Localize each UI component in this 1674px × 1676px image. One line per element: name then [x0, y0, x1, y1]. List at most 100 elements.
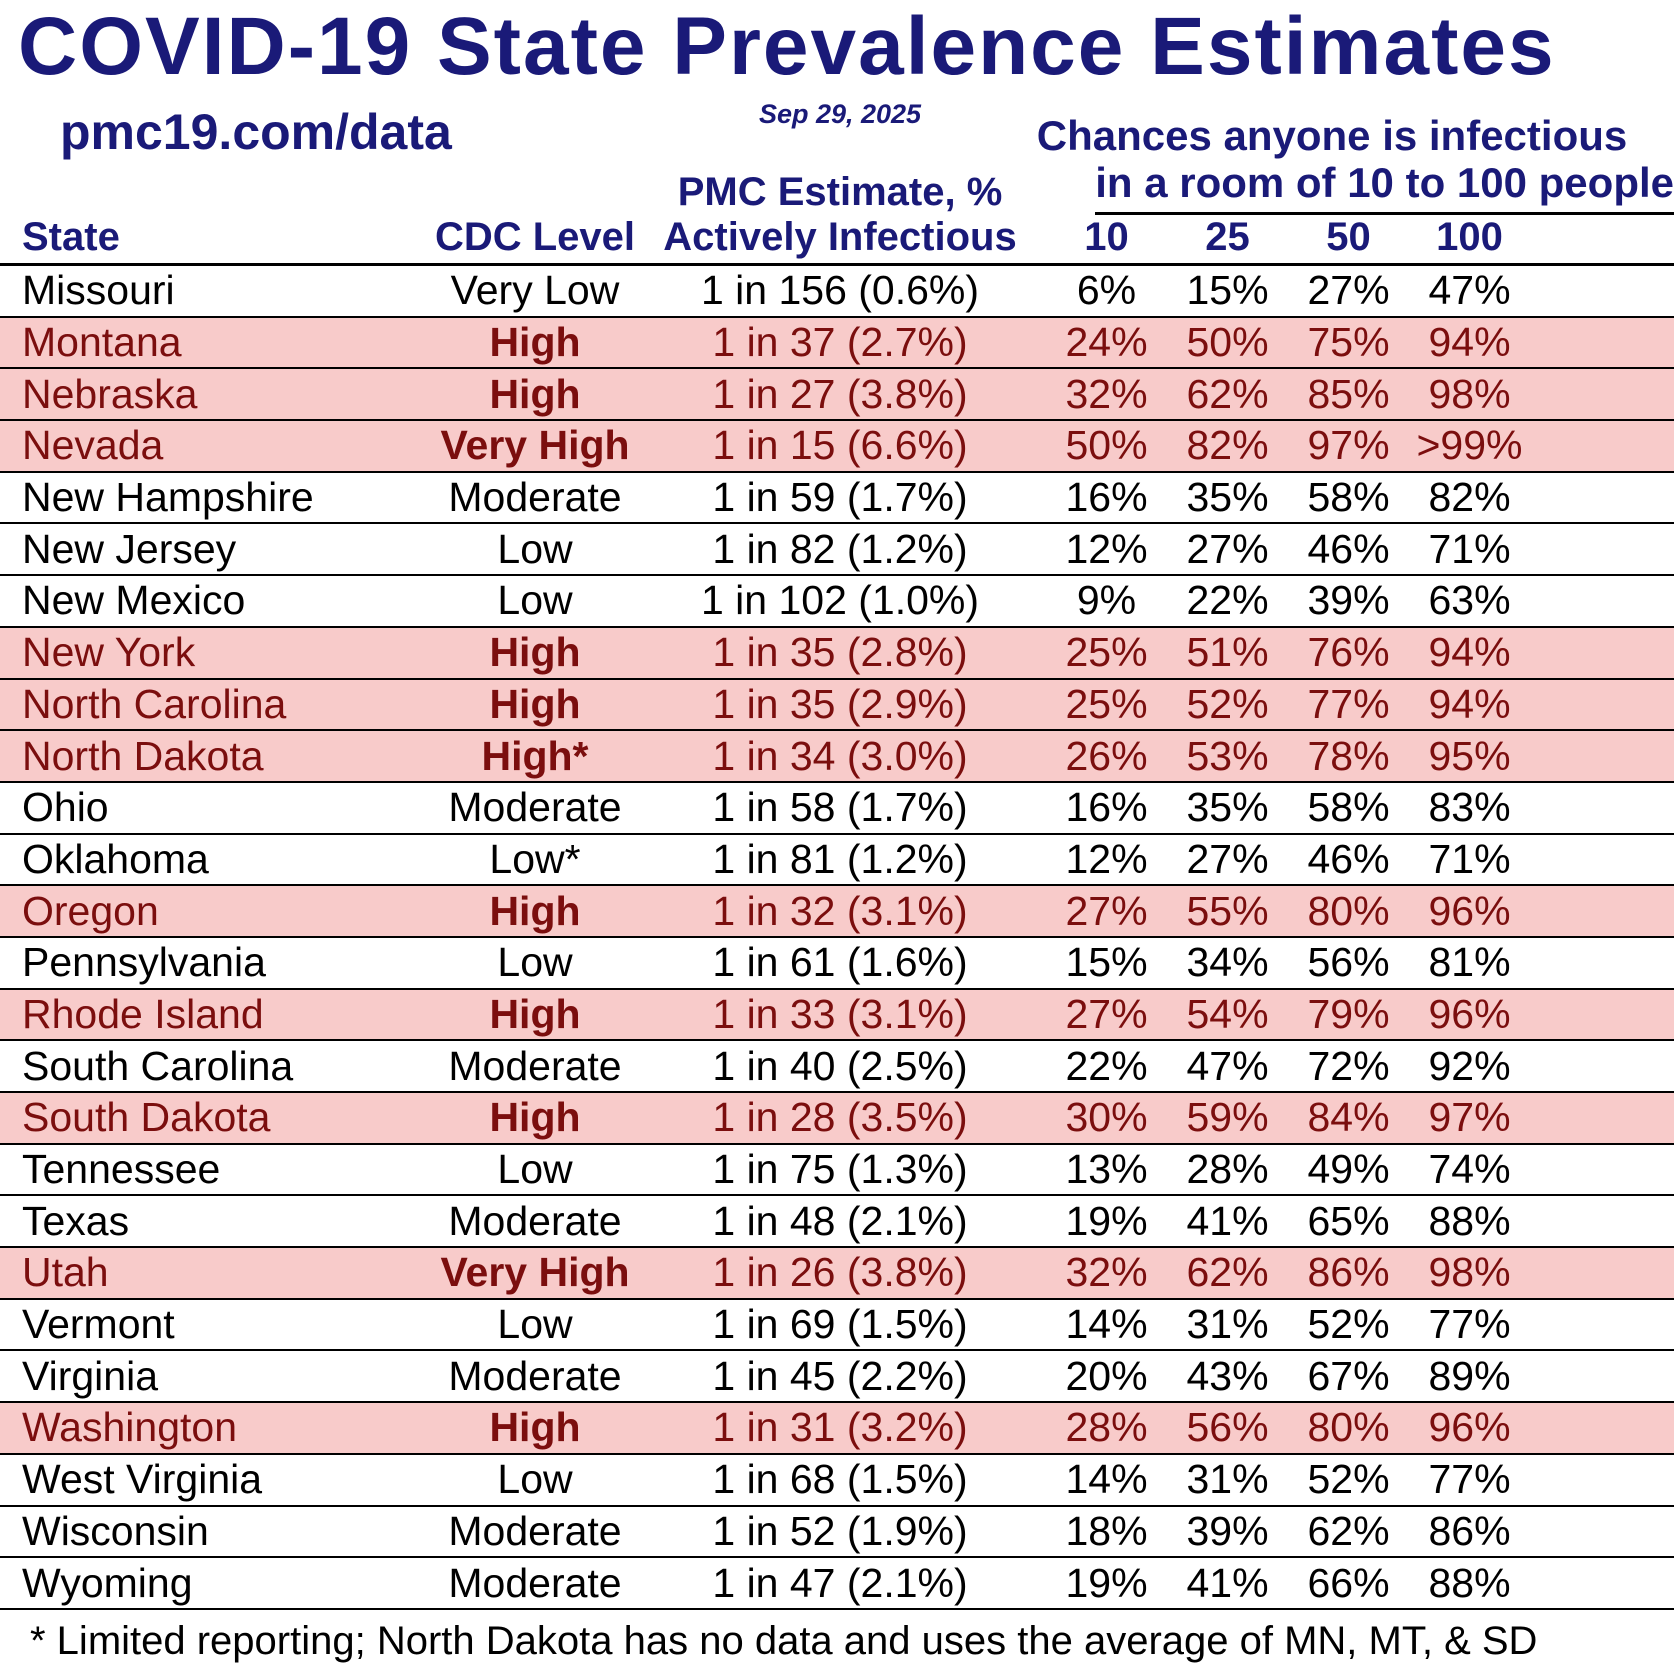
chance-cell: 6%	[1076, 267, 1137, 314]
state-name: Missouri	[22, 267, 175, 314]
chance-cell: 27%	[1065, 887, 1148, 934]
cdc-level: High	[489, 1094, 581, 1141]
pmc-estimate: 1 in 52 (1.9%)	[712, 1507, 968, 1554]
chance-cell: 96%	[1428, 1404, 1511, 1451]
cdc-level: Low*	[489, 835, 581, 882]
chance-cell: 51%	[1186, 629, 1269, 676]
chance-cell: 62%	[1307, 1507, 1390, 1554]
chance-cell: 79%	[1307, 990, 1390, 1037]
pmc-estimate: 1 in 35 (2.9%)	[712, 680, 968, 727]
subheader-row2: PMC Estimate, % in a room of 10 to 100 p…	[0, 158, 1674, 215]
chance-cell: >99%	[1416, 422, 1523, 469]
chance-cell: 98%	[1428, 370, 1511, 417]
chance-cell: 71%	[1428, 525, 1511, 572]
chance-cell: 77%	[1428, 1301, 1511, 1348]
state-name: Rhode Island	[22, 990, 264, 1037]
state-name: Pennsylvania	[22, 939, 266, 986]
table-row: New York High 1 in 35 (2.8%) 25% 51% 76%…	[0, 627, 1674, 680]
chance-cell: 43%	[1186, 1352, 1269, 1399]
chance-cell: 97%	[1428, 1094, 1511, 1141]
chance-cell: 47%	[1428, 267, 1511, 314]
table-row: Wyoming Moderate 1 in 47 (2.1%) 19% 41% …	[0, 1558, 1674, 1610]
chance-cell: 30%	[1065, 1094, 1148, 1141]
state-name: Nebraska	[22, 370, 198, 417]
chance-cell: 84%	[1307, 1094, 1390, 1141]
pmc-estimate: 1 in 32 (3.1%)	[712, 887, 968, 934]
table-row: Tennessee Low 1 in 75 (1.3%) 13% 28% 49%…	[0, 1145, 1674, 1197]
pmc-estimate: 1 in 75 (1.3%)	[712, 1146, 968, 1193]
chance-cell: 82%	[1428, 474, 1511, 521]
chance-cell: 15%	[1065, 939, 1148, 986]
pmc-estimate: 1 in 156 (0.6%)	[700, 267, 980, 314]
state-name: Nevada	[22, 422, 164, 469]
table-row: Nebraska High 1 in 27 (3.8%) 32% 62% 85%…	[0, 369, 1674, 422]
table-row: South Carolina Moderate 1 in 40 (2.5%) 2…	[0, 1041, 1674, 1093]
pmc-estimate: 1 in 35 (2.8%)	[712, 629, 968, 676]
chance-cell: 31%	[1186, 1301, 1269, 1348]
chance-cell: 65%	[1307, 1197, 1390, 1244]
state-name: Oregon	[22, 887, 159, 934]
chance-cell: 88%	[1428, 1559, 1511, 1606]
table-row: Vermont Low 1 in 69 (1.5%) 14% 31% 52% 7…	[0, 1300, 1674, 1352]
chance-cell: 88%	[1428, 1197, 1511, 1244]
chance-cell: 76%	[1307, 629, 1390, 676]
table-row: New Jersey Low 1 in 82 (1.2%) 12% 27% 46…	[0, 524, 1674, 577]
state-name: North Dakota	[22, 732, 264, 779]
table-row: North Dakota High* 1 in 34 (3.0%) 26% 53…	[0, 731, 1674, 783]
cdc-level: High	[489, 319, 581, 366]
state-name: South Carolina	[22, 1042, 294, 1089]
table-row: Virginia Moderate 1 in 45 (2.2%) 20% 43%…	[0, 1351, 1674, 1404]
state-name: Utah	[22, 1249, 109, 1296]
chance-cell: 34%	[1186, 939, 1269, 986]
chance-cell: 31%	[1186, 1456, 1269, 1503]
cdc-level: High*	[481, 732, 589, 779]
chance-cell: 35%	[1186, 784, 1269, 831]
table-row: West Virginia Low 1 in 68 (1.5%) 14% 31%…	[0, 1455, 1674, 1507]
pmc-estimate-heading: PMC Estimate, %	[677, 170, 1003, 214]
state-name: Texas	[22, 1197, 130, 1244]
pmc-estimate: 1 in 40 (2.5%)	[712, 1042, 968, 1089]
state-name: Wisconsin	[22, 1507, 209, 1554]
table-row: New Hampshire Moderate 1 in 59 (1.7%) 16…	[0, 473, 1674, 525]
chance-cell: 32%	[1065, 370, 1148, 417]
chance-cell: 28%	[1186, 1146, 1269, 1193]
pmc-estimate: 1 in 28 (3.5%)	[712, 1094, 968, 1141]
chance-cell: 41%	[1186, 1197, 1269, 1244]
chance-cell: 52%	[1307, 1301, 1390, 1348]
chance-cell: 78%	[1307, 732, 1390, 779]
chance-cell: 53%	[1186, 732, 1269, 779]
table-row: Oklahoma Low* 1 in 81 (1.2%) 12% 27% 46%…	[0, 835, 1674, 887]
pmc-estimate: 1 in 34 (3.0%)	[712, 732, 968, 779]
chance-cell: 74%	[1428, 1146, 1511, 1193]
pmc-estimate: 1 in 102 (1.0%)	[700, 577, 980, 624]
cdc-level: Very High	[440, 1249, 630, 1296]
cdc-level: High	[489, 1404, 581, 1451]
cdc-level: Very High	[440, 422, 630, 469]
chance-cell: 49%	[1307, 1146, 1390, 1193]
chance-cell: 83%	[1428, 784, 1511, 831]
cdc-level: Low	[497, 525, 573, 572]
column-header-room-50: 50	[1326, 215, 1371, 259]
chance-cell: 50%	[1186, 319, 1269, 366]
chance-cell: 27%	[1186, 525, 1269, 572]
chance-cell: 20%	[1065, 1352, 1148, 1399]
chance-cell: 9%	[1076, 577, 1137, 624]
chance-cell: 58%	[1307, 474, 1390, 521]
chance-cell: 22%	[1065, 1042, 1148, 1089]
pmc-estimate: 1 in 58 (1.7%)	[712, 784, 968, 831]
site-url-link[interactable]: pmc19.com/data	[60, 104, 452, 160]
report-date: Sep 29, 2025	[758, 99, 922, 129]
table-row: New Mexico Low 1 in 102 (1.0%) 9% 22% 39…	[0, 576, 1674, 628]
chance-cell: 47%	[1186, 1042, 1269, 1089]
subheader-row: pmc19.com/data Sep 29, 2025 Chances anyo…	[0, 92, 1674, 158]
pmc-estimate: 1 in 33 (3.1%)	[712, 990, 968, 1037]
cdc-level: Low	[497, 1146, 573, 1193]
chance-cell: 98%	[1428, 1249, 1511, 1296]
chance-cell: 28%	[1065, 1404, 1148, 1451]
column-header-row: State CDC Level Actively Infectious 10 2…	[0, 215, 1674, 266]
chance-cell: 14%	[1065, 1301, 1148, 1348]
chance-cell: 27%	[1186, 835, 1269, 882]
chance-cell: 56%	[1307, 939, 1390, 986]
page-title: COVID-19 State Prevalence Estimates	[18, 1, 1556, 92]
table-row: Ohio Moderate 1 in 58 (1.7%) 16% 35% 58%…	[0, 783, 1674, 835]
